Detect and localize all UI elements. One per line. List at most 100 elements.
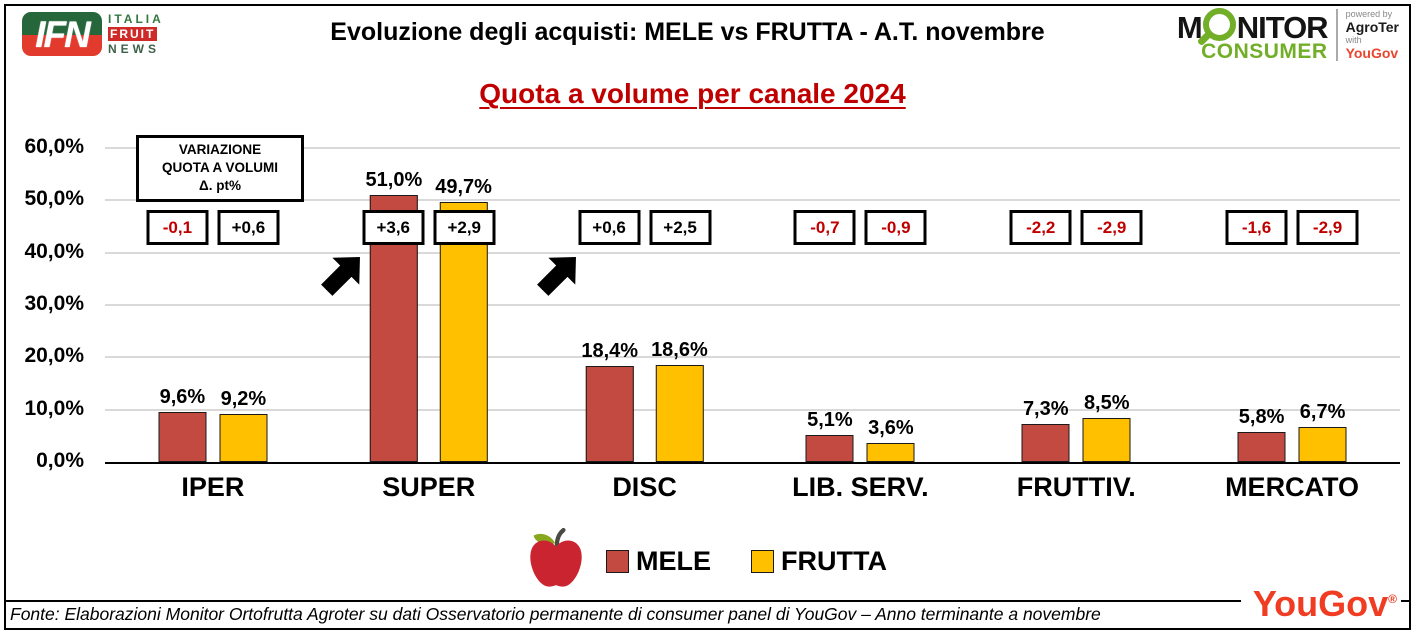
variation-box-mele: -0,7	[793, 210, 856, 245]
y-tick-label: 40,0%	[24, 239, 84, 263]
bar-pair: 7,3% 8,5%	[1021, 391, 1131, 462]
bar-frutta: 18,6%	[651, 339, 708, 462]
bar-mele: 7,3%	[1021, 397, 1070, 462]
bar-group-libserv: 5,1% 3,6% -0,7 -0,9 LIB. SERV.	[753, 148, 969, 502]
y-tick-label: 60,0%	[24, 135, 84, 158]
plot-area: VARIAZIONE QUOTA A VOLUMI Δ. pt% 9,6% 9,2…	[105, 135, 1400, 502]
ifn-logo-abbr: IFN	[35, 13, 91, 55]
bar-rect	[585, 365, 634, 462]
y-axis-labels: 60,0% 50,0% 40,0% 30,0% 20,0% 10,0% 0,0%	[0, 135, 98, 472]
category-label: DISC	[612, 472, 677, 502]
bar-group-fruttiv: 7,3% 8,5% -2,2 -2,9 FRUTTIV.	[968, 148, 1184, 502]
legend-label-frutta: FRUTTA	[781, 545, 887, 576]
ifn-logo-fruit: FRUIT	[108, 27, 158, 41]
bar-pair: 18,4% 18,6%	[581, 339, 708, 462]
bar-mele: 5,1%	[805, 409, 854, 462]
variation-box-frutta: -2,9	[1080, 210, 1143, 245]
variation-pair: -1,6 -2,9	[1225, 210, 1359, 245]
bar-value-label: 8,5%	[1083, 391, 1130, 414]
variation-box-frutta: +2,9	[433, 210, 496, 245]
variation-header-line2: QUOTA A VOLUMI	[162, 160, 278, 176]
monitor-consumer-wordmark: M NITOR CONSUMER	[1177, 8, 1329, 63]
bar-rect	[158, 411, 207, 462]
gridline	[105, 408, 1400, 411]
bar-frutta: 49,7%	[435, 176, 492, 462]
category-label: SUPER	[382, 472, 476, 502]
bar-rect	[439, 201, 488, 462]
y-tick-label: 0,0%	[36, 449, 84, 472]
bar-pair: 5,1% 3,6%	[805, 409, 915, 462]
agroter-label: AgroTer	[1345, 18, 1399, 35]
variation-box-mele: -0,1	[146, 210, 209, 245]
bar-value-label: 7,3%	[1022, 397, 1069, 420]
bar-value-label: 9,2%	[220, 387, 267, 410]
legend-label-mele: MELE	[636, 545, 712, 576]
bar-rect	[1021, 423, 1070, 462]
bar-pair: 9,6% 9,2%	[158, 385, 268, 462]
category-label: MERCATO	[1225, 472, 1360, 502]
variation-pair: -0,1 +0,6	[146, 210, 280, 245]
bar-mele: 9,6%	[158, 385, 207, 462]
bar-group-super: 51,0% 49,7% +3,6 +2,9 SUPER	[320, 148, 537, 502]
y-tick-label: 50,0%	[24, 187, 84, 211]
consumer-label: CONSUMER	[1201, 40, 1328, 63]
bar-group-mercato: 5,8% 6,7% -1,6 -2,9 MERCATO	[1184, 148, 1400, 502]
bar-value-label: 3,6%	[868, 417, 914, 440]
y-tick-label: 10,0%	[24, 396, 84, 420]
legend-item-frutta: FRUTTA	[751, 546, 887, 577]
legend: MELE FRUTTA	[0, 527, 1415, 595]
gridline	[105, 304, 1400, 306]
bar-rect	[655, 364, 704, 462]
chart-title: Quota a volume per canale 2024	[479, 78, 906, 109]
variation-box-mele: -2,2	[1009, 210, 1072, 245]
variation-box-frutta: -0,9	[864, 210, 927, 245]
variation-pair: +0,6 +2,5	[578, 210, 712, 245]
variation-pair: +3,6 +2,9	[362, 210, 496, 245]
monitor-consumer-logo: M NITOR CONSUMER powered by AgroTer with …	[1177, 8, 1399, 62]
legend-swatch-mele	[606, 549, 629, 573]
bar-frutta: 9,2%	[219, 387, 268, 462]
ifn-logo-italia: ITALIA	[108, 12, 164, 26]
monitor-word-end: NITOR	[1236, 10, 1329, 45]
bar-pair: 5,8% 6,7%	[1237, 401, 1347, 462]
legend-items: MELE FRUTTA	[606, 546, 887, 577]
bar-rect	[866, 443, 915, 462]
gridline	[105, 147, 1400, 149]
yougov-wordmark: YouGov	[1252, 583, 1389, 624]
variation-box-frutta: +2,5	[649, 210, 712, 245]
variation-box-mele: +0,6	[578, 210, 641, 245]
bar-value-label: 9,6%	[159, 385, 206, 408]
bar-value-label: 5,1%	[807, 409, 853, 432]
ifn-logo-text: ITALIA FRUIT NEWS	[108, 13, 164, 55]
legend-item-mele: MELE	[606, 546, 711, 577]
legend-swatch-frutta	[751, 549, 775, 573]
arrow-up-right-icon	[317, 248, 369, 305]
variation-header-line1: VARIAZIONE	[178, 142, 262, 157]
yougov-label: YouGov	[1345, 45, 1399, 62]
bar-mele: 5,8%	[1237, 406, 1286, 462]
bar-value-label: 18,4%	[581, 339, 639, 362]
variation-header-line3: Δ. pt%	[199, 178, 241, 194]
bar-rect	[805, 435, 854, 462]
arrow-up-right-icon	[533, 248, 585, 305]
ifn-logo-shield: IFN	[22, 12, 102, 56]
registered-mark: ®	[1388, 592, 1397, 606]
bar-value-label: 51,0%	[365, 169, 423, 192]
variation-box-frutta: +0,6	[217, 210, 280, 245]
powered-by-label: powered by	[1345, 8, 1393, 19]
bar-mele: 18,4%	[581, 340, 638, 462]
variation-pair: -2,2 -2,9	[1009, 210, 1143, 245]
source-text: Fonte: Elaborazioni Monitor Ortofrutta A…	[10, 604, 1101, 624]
bar-frutta: 6,7%	[1298, 401, 1347, 462]
category-label: FRUTTIV.	[1016, 472, 1136, 502]
with-label: with	[1345, 35, 1362, 45]
variation-box-mele: +3,6	[362, 210, 425, 245]
bar-rect	[1082, 417, 1131, 462]
bar-value-label: 18,6%	[651, 338, 708, 361]
variation-header-box: VARIAZIONE QUOTA A VOLUMI Δ. pt%	[136, 135, 304, 202]
y-tick-label: 20,0%	[24, 344, 84, 368]
category-label: LIB. SERV.	[792, 472, 929, 502]
apple-icon	[528, 527, 584, 595]
bar-frutta: 3,6%	[866, 417, 915, 462]
category-label: IPER	[181, 472, 245, 502]
